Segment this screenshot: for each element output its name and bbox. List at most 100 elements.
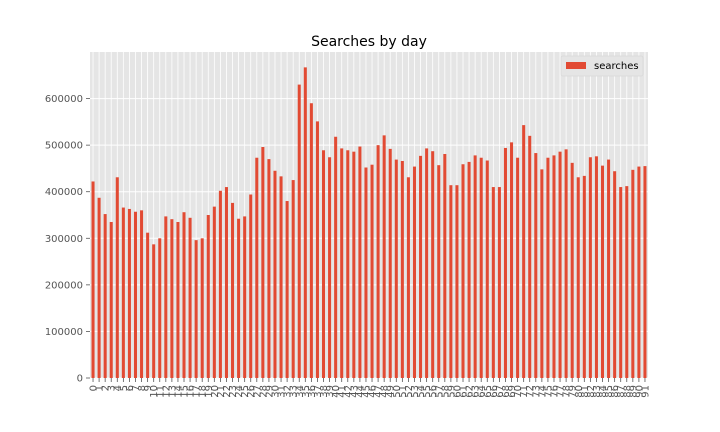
bar-87 [619,187,623,378]
x-tick-label: 31 [277,385,288,398]
bar-76 [552,155,556,378]
x-tick-label: 51 [398,385,409,398]
x-tick-label: 26 [246,385,257,398]
x-tick-label: 46 [368,385,379,398]
x-tick-label: 53 [410,385,421,398]
x-tick-label: 12 [161,385,172,398]
y-tick-label: 0 [77,374,83,385]
x-tick-label: 66 [489,385,500,398]
x-tick-label: 43 [349,385,360,398]
x-tick-label: 40 [331,385,342,398]
x-tick-label: 7 [131,385,142,391]
x-tick-label: 20 [210,385,221,398]
x-tick-label: 6 [125,385,136,391]
bar-39 [328,157,332,378]
bar-29 [267,159,271,378]
x-tick-label: 68 [501,385,512,398]
bar-21 [218,190,222,378]
bar-31 [279,176,283,378]
bar-72 [528,135,532,378]
bar-80 [576,177,580,378]
bar-67 [497,187,501,378]
x-tick-label: 60 [452,385,463,398]
x-tick-label: 18 [198,385,209,398]
bar-55 [425,148,429,378]
bar-6 [127,208,131,378]
bars [91,67,647,379]
legend-swatch [566,62,586,69]
x-tick-label: 57 [434,385,445,398]
bar-8 [140,210,144,378]
x-tick-label: 71 [519,385,530,398]
x-tick-label: 88 [622,385,633,398]
x-tick-label: 10 [149,385,160,398]
legend: searches [560,55,644,77]
bar-19 [206,215,210,378]
bar-27 [255,157,259,378]
x-tick-label: 48 [380,385,391,398]
x-tick-label: 64 [477,385,488,398]
x-tick-label: 44 [355,385,366,398]
x-tick-label: 90 [634,385,645,398]
bar-22 [224,187,228,378]
x-tick-label: 15 [180,385,191,398]
y-tick-label: 200000 [45,280,83,291]
x-tick-label: 35 [301,385,312,398]
x-tick-label: 78 [562,385,573,398]
x-tick-label: 16 [186,385,197,398]
x-tick-label: 59 [446,385,457,398]
x-tick-label: 52 [404,385,415,398]
x-tick-label: 9 [143,385,154,391]
bar-38 [321,150,326,378]
x-tick-label: 76 [549,385,560,398]
x-tick-label: 27 [252,385,263,398]
x-tick-label: 29 [264,385,275,398]
bar-30 [273,170,277,378]
bar-18 [200,238,204,378]
x-tick-label: 11 [155,385,166,398]
x-tick-label: 70 [513,385,524,398]
bar-83 [594,156,598,378]
bar-33 [291,180,295,378]
x-tick-label: 30 [270,385,281,398]
bar-89 [631,169,635,378]
bar-24 [237,218,241,378]
bar-68 [503,147,507,378]
bar-91 [643,166,647,378]
x-tick-label: 85 [604,385,615,398]
x-tick-label: 49 [386,385,397,398]
plot-area [90,52,648,378]
x-tick-label: 17 [192,385,203,398]
bar-52 [406,177,410,378]
x-tick-label: 91 [640,385,651,398]
x-tick-label: 54 [416,385,427,398]
bar-85 [607,159,611,378]
bar-54 [419,155,423,378]
x-tick-label: 5 [119,385,130,391]
bar-1 [97,197,101,378]
bar-20 [212,206,216,378]
y-tick-label: 300000 [45,234,83,245]
x-tick-label: 13 [167,385,178,398]
x-axis-ticks: 0123456789101112131415161718192021222324… [89,378,651,398]
bar-41 [340,148,344,378]
x-tick-label: 87 [616,385,627,398]
x-tick-label: 56 [428,385,439,398]
bar-40 [334,136,338,378]
bar-15 [182,212,186,378]
bar-10 [152,244,156,378]
x-tick-label: 83 [592,385,603,398]
bar-84 [600,165,605,378]
bar-3 [109,221,113,378]
bar-9 [146,232,150,378]
x-tick-label: 39 [325,385,336,398]
x-tick-label: 37 [313,385,324,398]
bar-58 [443,153,447,378]
y-tick-label: 500000 [45,141,83,152]
bar-37 [315,121,319,378]
bar-64 [479,157,483,378]
x-tick-label: 82 [586,385,597,398]
x-tick-label: 50 [392,385,403,398]
x-tick-label: 0 [89,385,100,391]
